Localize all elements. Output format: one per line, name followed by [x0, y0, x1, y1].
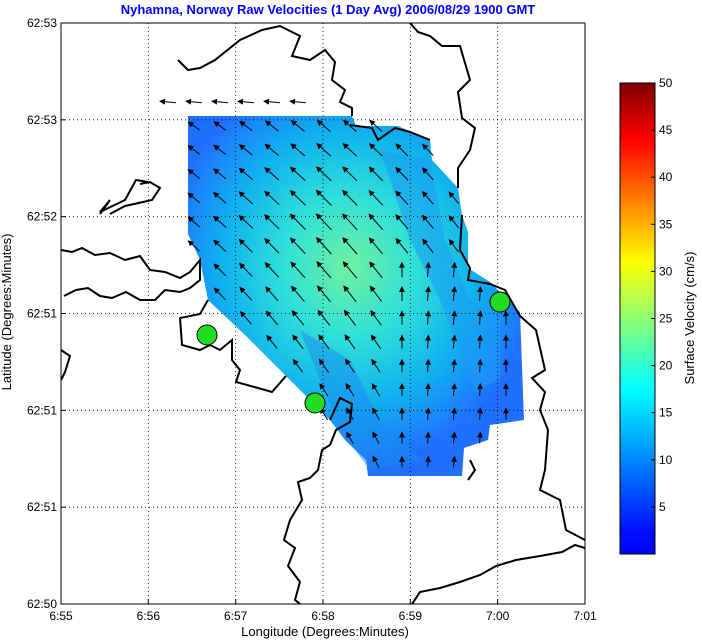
x-tick-label: 6:58: [311, 609, 335, 623]
station-marker: [305, 393, 325, 413]
colorbar-tick-label: 35: [659, 217, 673, 231]
colorbar-tick-label: 5: [659, 500, 666, 514]
velocity-arrow: [428, 457, 429, 467]
x-tick-label: 6:59: [399, 609, 423, 623]
colorbar-tick-label: 40: [659, 170, 673, 184]
x-tick-label: 6:55: [49, 609, 73, 623]
colorbar-tick-label: 15: [659, 406, 673, 420]
station-marker: [490, 292, 510, 312]
x-tick-label: 7:00: [486, 609, 510, 623]
y-tick-label: 62:52: [27, 210, 57, 224]
station-marker: [197, 325, 217, 345]
velocity-arrow: [480, 408, 481, 419]
x-tick-label: 6:57: [224, 609, 248, 623]
chart-title: Nyhamna, Norway Raw Velocities (1 Day Av…: [121, 2, 536, 17]
y-tick-label: 62:53: [27, 16, 57, 30]
colorbar-tick-label: 10: [659, 453, 673, 467]
y-tick-label: 62:50: [27, 597, 57, 611]
y-tick-label: 62:51: [27, 403, 57, 417]
y-axis-ticks: 62:53 62:53 62:52 62:51 62:51 62:51 62:50: [27, 16, 66, 611]
colorbar-tick-label: 50: [659, 76, 673, 90]
colorbar-tick-label: 25: [659, 312, 673, 326]
colorbar-tick-label: 30: [659, 264, 673, 278]
y-tick-label: 62:51: [27, 307, 57, 321]
colorbar: [620, 83, 655, 554]
velocity-arrow: [480, 433, 481, 444]
y-tick-label: 62:53: [27, 113, 57, 127]
colorbar-tick-label: 45: [659, 123, 673, 137]
x-axis-label: Longitude (Degrees:Minutes): [241, 624, 409, 639]
y-tick-label: 62:51: [27, 500, 57, 514]
colorbar-label: Surface Velocity (cm/s): [682, 252, 697, 385]
x-tick-label: 7:01: [573, 609, 597, 623]
y-axis-label: Latitude (Degrees:Minutes): [0, 234, 14, 391]
x-tick-label: 6:56: [137, 609, 161, 623]
colorbar-tick-label: 20: [659, 359, 673, 373]
